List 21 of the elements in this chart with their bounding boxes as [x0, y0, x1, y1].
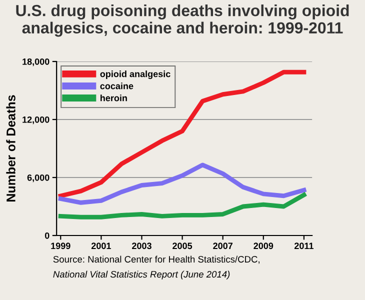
- y-tick-label: 0: [44, 232, 50, 239]
- chart-title: U.S. drug poisoning deaths involving opioid analgesics, cocaine and heroin: 1999-2011: [16, 4, 349, 37]
- x-tick-label: 2001: [91, 242, 111, 250]
- source-note: Source: National Center for Health Statistics/CDC,: [53, 256, 260, 264]
- legend-label: heroin: [100, 94, 127, 102]
- line-series: [58, 162, 306, 205]
- x-tick-label: 1999: [51, 242, 70, 250]
- line-series: [58, 192, 306, 220]
- legend-label: cocaine: [100, 82, 134, 90]
- line-series: [58, 70, 306, 198]
- y-tick-label: 18,000: [22, 58, 50, 66]
- y-tick-label: 6,000: [27, 174, 50, 182]
- legend-label: opioid analgesic: [100, 70, 170, 79]
- x-tick-label: 2007: [213, 242, 232, 250]
- text: National Vital Statistics Report (June 2014): [53, 270, 230, 280]
- x-tick-label: 2005: [172, 242, 192, 250]
- y-axis-title: Number of Deaths: [6, 95, 16, 202]
- x-tick-label: 2003: [132, 242, 152, 250]
- x-tick-label: 2009: [254, 242, 274, 250]
- y-tick-label: 12,000: [22, 116, 50, 124]
- x-tick-label: 2011: [294, 242, 314, 250]
